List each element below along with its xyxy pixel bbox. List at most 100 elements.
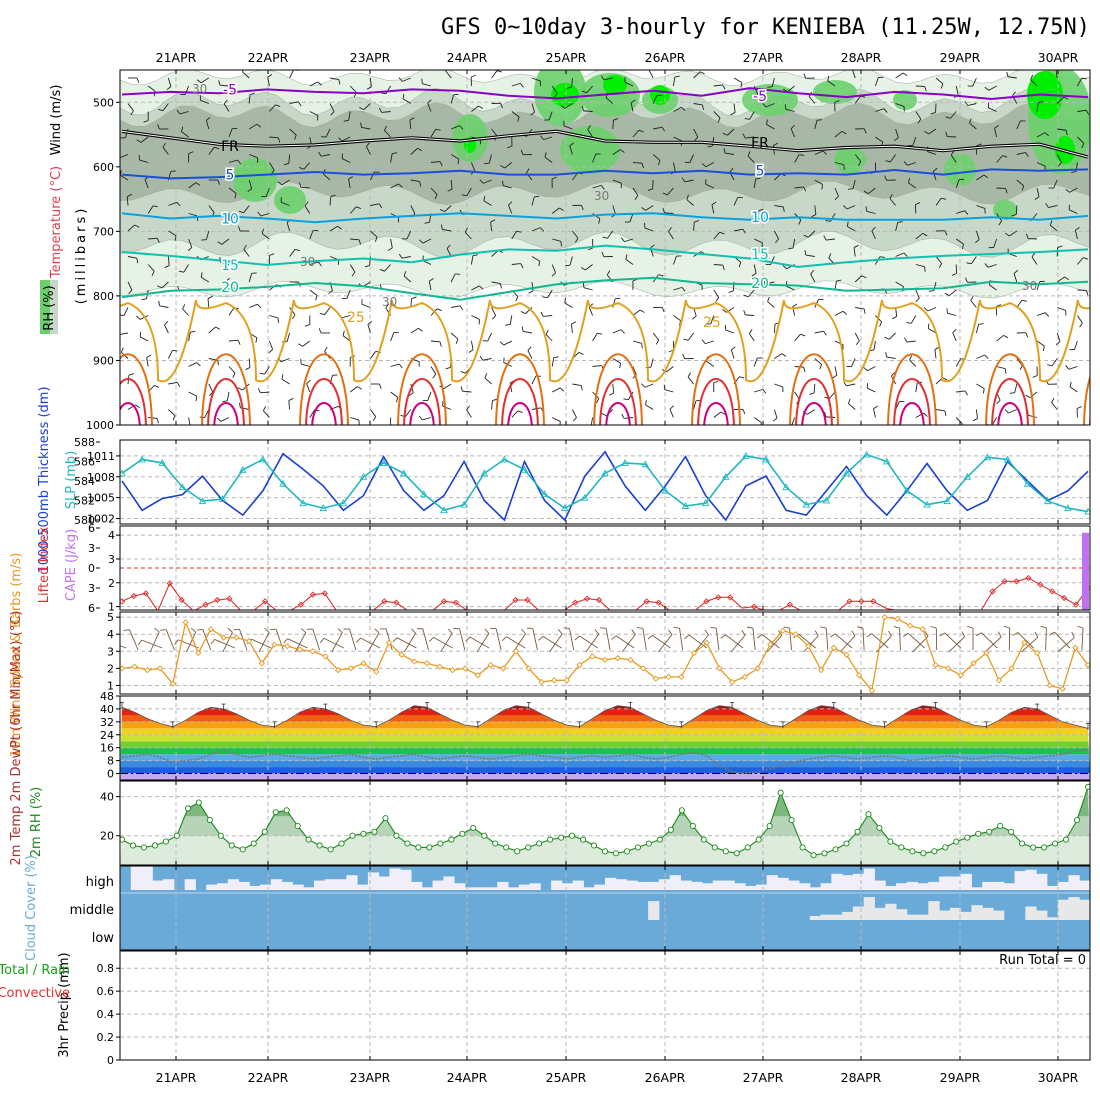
wind-barb <box>402 77 411 82</box>
wind-speed-marker <box>601 656 609 663</box>
wind-barb-flag <box>1002 155 1008 158</box>
top-date-label: 30APR <box>1038 50 1079 65</box>
wind-barb-flag <box>658 274 664 277</box>
cloud-clear-cell <box>206 884 218 890</box>
wind-barb <box>139 159 149 163</box>
wind-barb <box>260 213 270 217</box>
wind-barb <box>588 306 594 316</box>
wind-barb <box>1068 209 1078 214</box>
cloud-clear-cell <box>777 877 789 890</box>
temperature-contour-label: 25 <box>347 310 365 326</box>
wind-barb <box>854 332 860 342</box>
wind-barb-flag <box>571 321 577 325</box>
wind-barb <box>1074 340 1078 350</box>
wind-speed-marker <box>1034 649 1041 657</box>
wind-barb <box>531 196 535 206</box>
wind-barb-flag <box>267 74 273 78</box>
cloud-clear-cell <box>874 880 886 890</box>
wind-barb <box>369 256 371 266</box>
wind-barb-flag <box>891 371 895 377</box>
wind-barb <box>466 187 472 196</box>
wind-barb-flag <box>747 151 751 157</box>
cloud-clear-cell <box>335 879 347 890</box>
rh-marker <box>294 822 301 829</box>
wind-barb <box>834 130 843 138</box>
wind-barb-flag <box>907 177 911 183</box>
wind-barb-flag <box>970 295 974 301</box>
temperature-contour-label: 5 <box>226 168 235 184</box>
rh-marker <box>788 817 795 824</box>
wind-barb <box>895 222 899 232</box>
wind-barb-10m <box>761 634 780 649</box>
slp-marker <box>480 469 489 477</box>
wind-barb <box>956 210 965 214</box>
temperature-contour <box>120 299 1090 383</box>
wind-barb-flag <box>782 206 785 212</box>
wind-barb-flag <box>578 351 584 355</box>
wind-barb <box>909 359 917 367</box>
wind-barb-flag <box>374 236 378 242</box>
wind-barb <box>727 128 735 136</box>
wind-barb <box>927 151 937 155</box>
cloud-clear-cell <box>842 875 854 890</box>
wind-barb <box>1053 179 1058 189</box>
wind-barb <box>1068 366 1078 370</box>
slp-marker <box>601 469 609 477</box>
wind-barb-flag <box>847 398 851 404</box>
wind-barb <box>490 222 493 232</box>
wind-barb <box>168 409 176 416</box>
wind-barb <box>544 156 553 163</box>
wind-barb-10m <box>469 636 490 649</box>
wind-barb-flag <box>176 201 181 207</box>
wind-barb <box>976 354 985 359</box>
wind-barb-flag <box>245 367 251 371</box>
wind-barb-flag <box>760 422 762 425</box>
rh-marker <box>1041 844 1048 851</box>
wind-barb <box>168 230 177 237</box>
cloud-clear-cell <box>982 881 994 890</box>
wind-barb <box>329 225 338 232</box>
rh-marker <box>525 844 532 851</box>
pressure-tick-label: 700 <box>93 225 114 238</box>
wind-barb-10m-flag <box>154 627 160 633</box>
wind-barb <box>286 222 291 232</box>
wind-barb <box>127 224 135 232</box>
wind-barb-10m <box>944 632 962 649</box>
wind-barb-flag <box>249 92 255 95</box>
wind-barb-flag <box>711 201 717 206</box>
temperature-contour <box>120 402 1023 425</box>
wind-barb-10m-flag <box>888 630 892 637</box>
wind-barb-flag <box>262 406 267 412</box>
wind-barb <box>912 136 917 146</box>
wind-barb <box>673 315 681 322</box>
wind-barb <box>766 124 775 130</box>
wind-barb-flag <box>1026 233 1029 239</box>
wind-barb-flag <box>453 93 459 96</box>
wind-speed-marker <box>817 666 825 674</box>
wind-barb-flag <box>446 244 451 249</box>
wind-barb-flag <box>237 340 241 345</box>
wind-barb-10m-flag <box>814 630 819 636</box>
wind-barb <box>947 312 957 316</box>
wind-barb-10m <box>688 634 708 649</box>
rh-marker <box>678 807 685 814</box>
wind-barb-flag <box>158 108 164 112</box>
wind-barb-10m <box>214 638 236 649</box>
lifted-index-line <box>121 577 1089 610</box>
slp-marker <box>641 460 650 468</box>
rh-marker <box>590 842 598 849</box>
wind-barb-flag <box>945 131 948 137</box>
cloud-clear-cell <box>820 883 832 890</box>
wind-barb-flag <box>517 116 520 122</box>
wind-barb <box>208 383 214 393</box>
wind-barb-flag <box>1065 188 1070 193</box>
cloud-clear-cell <box>788 880 800 890</box>
rh-marker <box>876 824 883 831</box>
wind-barb-flag <box>259 372 265 375</box>
rh-legend-label: RH (%) <box>42 285 57 330</box>
wind-barb <box>745 314 755 316</box>
bottom-date-label: 21APR <box>156 1070 197 1085</box>
wind-barb-flag <box>823 330 827 336</box>
wind-barb <box>269 162 275 171</box>
